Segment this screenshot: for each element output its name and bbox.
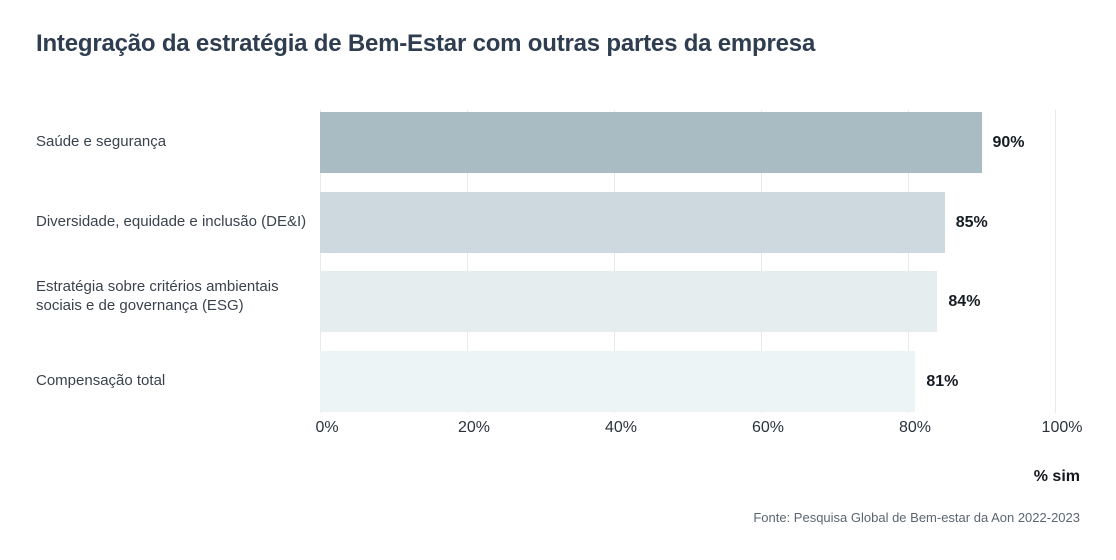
bar-esg [320,271,938,332]
x-tick-40: 40% [604,419,638,436]
category-label-compensacao: Compensação total [36,372,166,390]
gridline-100 [1055,110,1056,413]
gridline-80 [908,110,909,413]
x-tick-0: 0% [315,419,339,436]
x-tick-80: 80% [898,419,932,436]
gridline-0 [320,110,321,413]
bar-row-saude: 90% [320,112,1055,173]
x-tick-20: 20% [457,419,491,436]
source-note: Fonte: Pesquisa Global de Bem-estar da A… [753,510,1080,525]
bar-row-compensacao: 81% [320,351,1055,412]
chart-title: Integração da estratégia de Bem-Estar co… [36,30,816,57]
gridline-60 [761,110,762,413]
bar-value-esg: 84% [948,292,981,310]
axis-note-percent-sim: % sim [1033,468,1080,485]
x-axis: 0% 20% 40% 60% 80% 100% [315,419,1082,439]
bar-row-dei: 85% [320,192,1055,253]
gridline-20 [467,110,468,413]
bar-saude [320,112,982,173]
x-tick-60: 60% [751,419,785,436]
bar-compensacao [320,351,916,412]
plot-area: 90% 85% 84% 81% [320,110,1056,413]
category-label-saude: Saúde e segurança [36,133,167,151]
bar-dei [320,192,945,253]
bar-value-compensacao: 81% [926,372,959,390]
category-label-dei: Diversidade, equidade e inclusão (DE&I) [36,213,307,231]
gridline-40 [614,110,615,413]
bar-value-dei: 85% [955,213,988,231]
bar-row-esg: 84% [320,271,1055,332]
bar-value-saude: 90% [992,133,1025,151]
category-label-esg: Estratégia sobre critérios ambientais so… [36,277,279,314]
x-tick-100: 100% [1041,419,1083,436]
